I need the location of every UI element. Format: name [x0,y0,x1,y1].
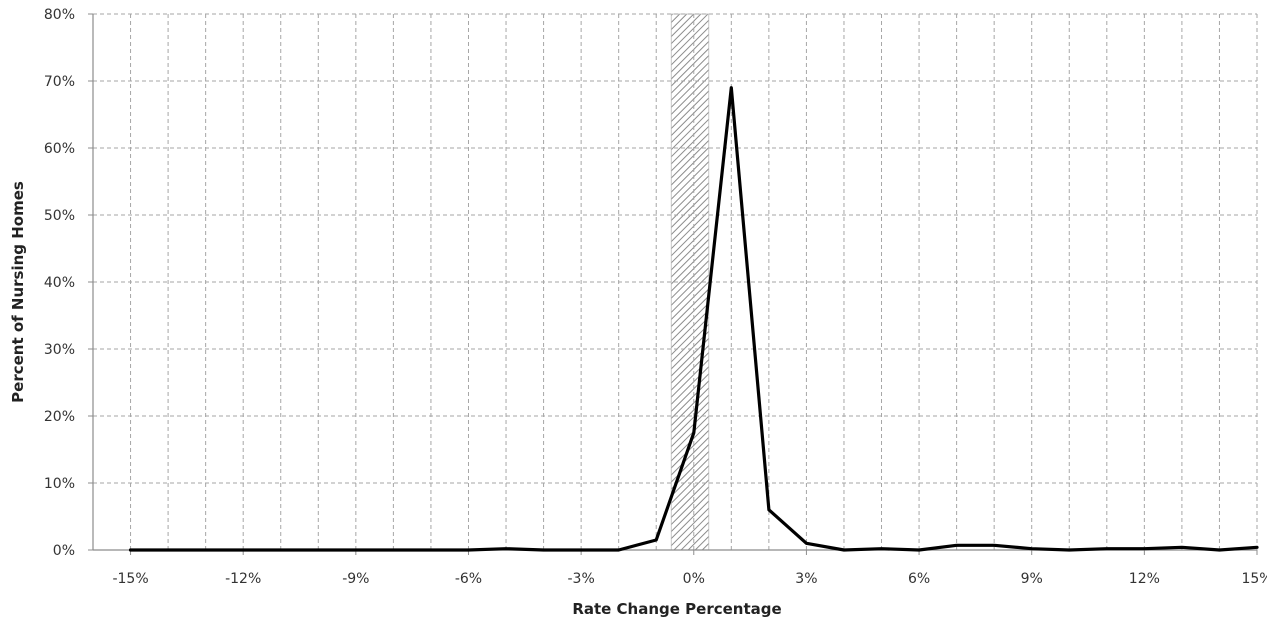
data-point [842,548,846,552]
data-point [1030,547,1033,550]
data-point [617,548,620,552]
x-tick-label: 6% [908,571,930,587]
data-point [129,548,132,552]
x-tick-label: 3% [795,571,817,587]
grid-layer [92,13,1258,550]
series-layer [128,86,1259,552]
x-tick-label: -6% [455,571,482,587]
data-point [241,548,245,552]
y-tick-label: 0% [53,543,75,559]
y-tick-label: 20% [44,409,75,425]
data-point [429,548,433,552]
data-point [467,548,470,552]
data-point [1255,546,1259,549]
data-point [354,548,358,552]
y-tick-label: 60% [44,141,75,157]
x-tick-label: 15% [1241,571,1267,587]
data-point [880,547,883,550]
x-tick-label: -15% [112,571,148,587]
data-point [1143,547,1146,550]
data-point [1068,548,1071,552]
data-point [992,544,996,547]
data-point [692,431,695,434]
x-tick-label: -3% [567,571,594,587]
data-point [1105,547,1109,550]
data-point [542,548,545,552]
y-tick-label: 30% [44,342,75,358]
tick-label-layer: -15% -12% -9% -6% -3% 0% 3% 6% 9% 12% 15% 0% 10% 20% 3… [44,7,1267,587]
data-point [204,548,207,552]
y-tick-label: 10% [44,476,75,492]
y-tick-label: 80% [44,7,75,23]
y-axis-title: Percent of Nursing Homes [9,181,27,403]
x-tick-label: 0% [683,571,705,587]
data-point [805,542,808,545]
x-tick-label: -12% [225,571,261,587]
data-point [504,547,508,550]
x-axis-title: Rate Change Percentage [572,600,781,618]
data-point [579,548,583,552]
data-point [279,548,282,552]
data-point [655,538,658,542]
data-point [392,548,395,552]
x-tick-label: 9% [1021,571,1043,587]
y-tick-label: 50% [44,208,75,224]
data-point [1180,546,1184,549]
data-point [955,544,958,547]
y-tick-label: 70% [44,74,75,90]
data-point [917,548,921,552]
data-point [1218,548,1221,552]
data-point [166,548,170,552]
y-tick-label: 40% [44,275,75,291]
data-point [317,548,320,552]
x-tick-label: 12% [1129,571,1160,587]
x-tick-label: -9% [342,571,369,587]
data-point [767,508,771,511]
data-point [730,86,733,89]
